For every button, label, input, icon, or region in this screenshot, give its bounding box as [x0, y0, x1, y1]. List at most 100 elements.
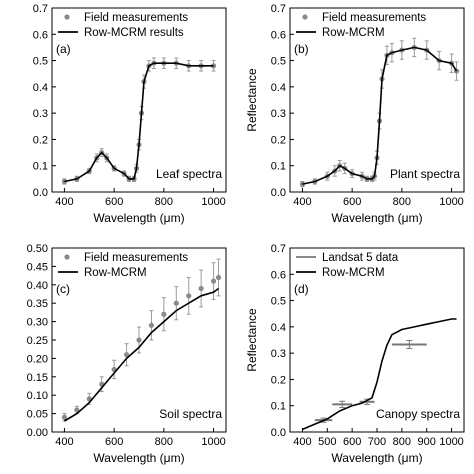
data-point	[186, 293, 192, 299]
legend-label: Field measurements	[84, 252, 188, 264]
panel-2: 400 600 800 1000 0.0 0.1 0.2 0.3 0.4 0.5 0.6 0.7 Wav…	[245, 3, 465, 225]
y-tick-label: 0.3	[271, 108, 286, 120]
y-tick-label: 0.50	[27, 243, 48, 255]
x-tick-label: 500	[318, 436, 336, 448]
legend-label: Landsat 5 data	[322, 252, 399, 264]
y-tick-label: 0.20	[27, 353, 48, 365]
spectra-annotation: Plant spectra	[390, 167, 460, 181]
y-tick-label: 0.1	[33, 161, 48, 173]
plot-frame	[289, 7, 465, 193]
series-row-mcrm-line	[63, 287, 219, 422]
data-point	[148, 322, 155, 328]
x-tick-label: 900	[418, 436, 436, 448]
x-axis-label: Wavelength (μm)	[93, 211, 184, 225]
y-tick-label: 0.4	[33, 82, 48, 94]
legend-label: Row-MCRM results	[84, 27, 184, 39]
x-tick-label: 800	[393, 436, 411, 448]
x-tick-label: 1000	[439, 436, 463, 448]
series-field-measurements	[61, 57, 217, 185]
legend: Field measurements Row-MCRM results	[58, 12, 188, 39]
legend: Field measurements Row-MCRM	[296, 12, 426, 39]
y-tick-label: 0.1	[271, 161, 286, 173]
y-tick-label: 0.1	[271, 401, 286, 413]
panel-label: (b)	[294, 42, 309, 56]
x-tick-label: 400	[293, 436, 311, 448]
legend-label: Row-MCRM	[84, 267, 147, 279]
y-tick-label: 0.2	[33, 134, 48, 146]
legend: Field measurements Row-MCRM	[58, 252, 188, 279]
x-tick-label: 1000	[439, 196, 463, 208]
x-tick-label: 600	[105, 196, 123, 208]
y-tick-label: 0.15	[27, 372, 48, 384]
y-tick-label: 0.10	[27, 390, 48, 402]
legend-label: Row-MCRM	[322, 267, 385, 279]
x-tick-label: 600	[343, 196, 361, 208]
y-tick-label: 0.7	[271, 243, 286, 255]
series-landsat-bands	[314, 340, 427, 423]
data-point	[123, 352, 130, 358]
spectra-annotation: Canopy spectra	[376, 407, 460, 421]
x-axis-label: Wavelength (μm)	[331, 211, 422, 225]
y-tick-label: 0.40	[27, 280, 48, 292]
x-tick-label: 1000	[201, 196, 225, 208]
x-tick-label: 800	[155, 196, 173, 208]
y-tick-label: 0.7	[271, 3, 286, 15]
y-tick-label: 0.5	[271, 56, 286, 68]
y-tick-label: 0.6	[271, 269, 286, 281]
legend-label: Field measurements	[84, 12, 188, 24]
x-tick-label: 400	[55, 436, 73, 448]
x-tick-label: 600	[343, 436, 361, 448]
data-point	[74, 407, 80, 413]
data-point	[210, 278, 217, 284]
x-tick-label: 600	[105, 436, 123, 448]
legend-label: Row-MCRM	[322, 27, 385, 39]
y-axis-label: Reflectance	[245, 68, 259, 132]
y-tick-label: 0.5	[33, 56, 48, 68]
legend-marker	[302, 14, 308, 20]
series-row-mcrm-line	[302, 46, 458, 185]
y-tick-label: 0.4	[271, 82, 286, 94]
y-tick-label: 0.2	[271, 134, 286, 146]
y-axis-label: Reflectance	[245, 308, 259, 372]
y-tick-label: 0.3	[33, 108, 48, 120]
plot-frame	[51, 7, 227, 193]
y-tick-label: 0.25	[27, 335, 48, 347]
y-tick-label: 0.0	[33, 187, 48, 199]
data-point	[198, 285, 204, 292]
x-tick-label: 400	[293, 196, 311, 208]
legend: Landsat 5 data Row-MCRM	[296, 252, 399, 279]
y-tick-label: 0.45	[27, 261, 48, 273]
y-tick-label: 0.35	[27, 298, 48, 310]
y-tick-label: 0.30	[27, 317, 48, 329]
data-point	[161, 311, 167, 317]
y-tick-label: 0.6	[271, 29, 286, 41]
panel-label: (a)	[56, 42, 71, 56]
panel-label: (c)	[56, 282, 70, 296]
series-field-measurements	[61, 258, 222, 422]
x-tick-label: 800	[393, 196, 411, 208]
panel-label: (d)	[294, 282, 309, 296]
spectra-annotation: Soil spectra	[159, 407, 222, 421]
series-row-mcrm-line	[302, 318, 457, 431]
data-point	[61, 414, 68, 420]
x-tick-label: 1000	[201, 436, 225, 448]
y-tick-label: 0.00	[27, 427, 48, 439]
y-tick-label: 0.5	[271, 296, 286, 308]
legend-label: Field measurements	[322, 12, 426, 24]
y-tick-label: 0.6	[33, 29, 48, 41]
y-tick-label: 0.3	[271, 348, 286, 360]
y-tick-label: 0.0	[271, 187, 286, 199]
panel-1: 400 600 800 1000 0.0 0.1 0.2 0.3 0.4 0.5 0.6 0.7 Wav…	[33, 3, 227, 225]
y-tick-label: 0.0	[271, 427, 286, 439]
series-row-mcrm-line	[64, 62, 214, 183]
x-axis-label: Wavelength (μm)	[93, 451, 184, 465]
panel-4: 400 500 600 700 800 900 1000 0.0 0.1 0.2 0.3 0.4 0.5…	[245, 243, 465, 465]
data-point	[173, 300, 179, 306]
panel-3: 400 600 800 1000 0.00 0.05 0.10 0.15 0.20 0.25 0.3…	[27, 243, 227, 465]
x-tick-label: 800	[155, 436, 173, 448]
y-tick-label: 0.05	[27, 409, 48, 421]
legend-marker	[64, 14, 70, 20]
y-tick-label: 0.7	[33, 3, 48, 15]
data-point	[136, 337, 142, 343]
